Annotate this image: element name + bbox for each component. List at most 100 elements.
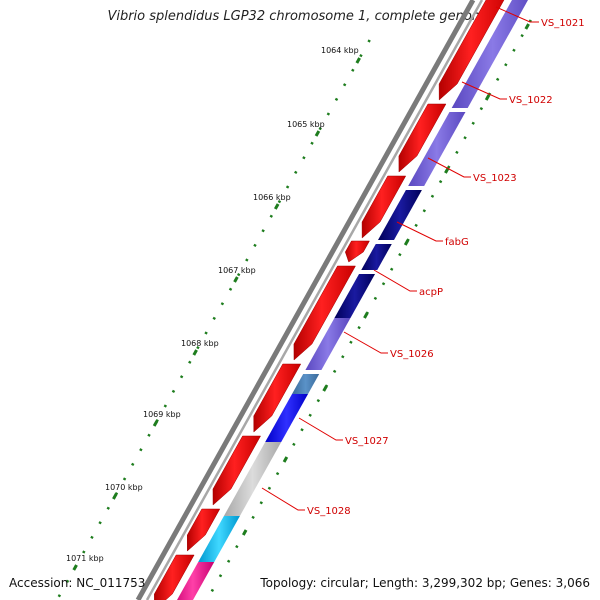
scale-dot (308, 413, 312, 417)
major-tick (192, 349, 198, 356)
scale-dot (316, 398, 321, 403)
cog-segment (408, 112, 466, 186)
tick-labels: 1064 kbp 1065 kbp 1066 kbp 1067 kbp 1068… (66, 46, 359, 563)
scale-dot (235, 544, 239, 549)
scale-dot (196, 345, 200, 350)
callout-line (396, 221, 443, 242)
scale-ticks (57, 19, 532, 598)
scale-dot (147, 433, 151, 437)
scale-dot (251, 515, 255, 520)
scale-dot (122, 477, 127, 481)
scale-dot (326, 112, 331, 116)
gene-labels: VS_1021 VS_1022 VS_1023 fabG acpP VS_102… (307, 18, 585, 517)
scale-dot (245, 258, 249, 262)
gene-label-vs1021: VS_1021 (541, 18, 585, 29)
cds-arrow (398, 103, 447, 173)
gene-label-vs1023: VS_1023 (473, 173, 517, 184)
scale-dot (220, 302, 225, 306)
callout-line (461, 81, 507, 100)
scale-dot (455, 150, 459, 155)
scale-dot (171, 389, 176, 394)
topology-text: Topology: circular; Length: 3,299,302 bp… (260, 576, 590, 590)
accession-text: Accession: NC_011753 (9, 576, 146, 590)
cds-track-forward (154, 0, 505, 600)
tick-label: 1070 kbp (105, 483, 143, 492)
cog-segment (305, 318, 351, 370)
callout-line (495, 6, 539, 23)
scale-dot (373, 296, 378, 301)
gene-label-vs1026: VS_1026 (390, 349, 434, 360)
scale-dot (259, 501, 263, 505)
tick-label: 1067 kbp (218, 266, 256, 275)
major-tick (233, 276, 239, 283)
scale-dot (471, 121, 475, 125)
scale-dot (294, 170, 298, 175)
cog-segment (177, 562, 215, 600)
scale-dot (359, 53, 363, 58)
backbone (135, 0, 484, 600)
scale-dot (300, 428, 304, 432)
major-tick (72, 564, 78, 571)
callout-line (261, 487, 305, 511)
major-tick (152, 420, 159, 427)
tick-label: 1069 kbp (143, 410, 181, 419)
cog-segment (198, 516, 240, 562)
scale-dot (98, 521, 102, 525)
scale-dot (277, 199, 282, 204)
cog-segment (361, 244, 392, 270)
cog-segment (292, 374, 320, 394)
scale-dot (367, 39, 371, 43)
scale-dot (204, 331, 208, 335)
cds-arrow (293, 265, 356, 361)
scale-dot (422, 209, 426, 213)
scale-dot (302, 156, 306, 160)
gene-label-vs1027: VS_1027 (345, 436, 389, 447)
scale-dot (106, 506, 110, 510)
callout-line (373, 269, 417, 292)
scale-dot (236, 272, 241, 277)
scale-dot (414, 223, 418, 228)
major-tick (524, 23, 530, 30)
major-tick (355, 57, 361, 64)
scale-dot (267, 486, 272, 490)
scale-dot (342, 83, 347, 87)
scale-dot (188, 360, 192, 364)
major-tick (241, 529, 248, 536)
major-tick (484, 94, 491, 101)
major-tick (273, 203, 280, 210)
scale-dot (398, 252, 402, 257)
map-title: Vibrio splendidus LGP32 chromosome 1, co… (107, 9, 493, 24)
scale-dot (504, 63, 508, 67)
scale-dot (65, 579, 70, 583)
cog-segment (378, 190, 422, 240)
cds-arrow (212, 435, 261, 506)
scale-dot (479, 106, 484, 111)
cds-arrow (361, 175, 407, 239)
scale-dot (512, 48, 516, 52)
cds-arrow (154, 554, 195, 600)
scale-dot (349, 340, 353, 344)
scale-dot (495, 77, 500, 82)
cog-segment (265, 394, 309, 442)
scale-dot (310, 141, 314, 145)
scale-dot (212, 316, 216, 321)
scale-dot (218, 574, 223, 578)
gene-label-vs1028: VS_1028 (307, 506, 351, 517)
scale-dot (82, 550, 86, 554)
scale-dot (381, 282, 386, 286)
scale-dot (332, 369, 337, 374)
gene-callout-lines (261, 6, 539, 511)
callout-line (343, 331, 388, 354)
cds-arrow (438, 0, 505, 101)
scale-dot (463, 136, 467, 140)
scale-dot (447, 165, 451, 169)
scale-dot (292, 442, 296, 447)
callout-line (298, 417, 343, 441)
scale-dot (318, 126, 322, 131)
scale-dot (139, 448, 143, 452)
tick-label: 1065 kbp (287, 120, 325, 129)
scale-dot (261, 229, 265, 233)
scale-dot (390, 267, 394, 271)
cog-track (177, 0, 528, 600)
